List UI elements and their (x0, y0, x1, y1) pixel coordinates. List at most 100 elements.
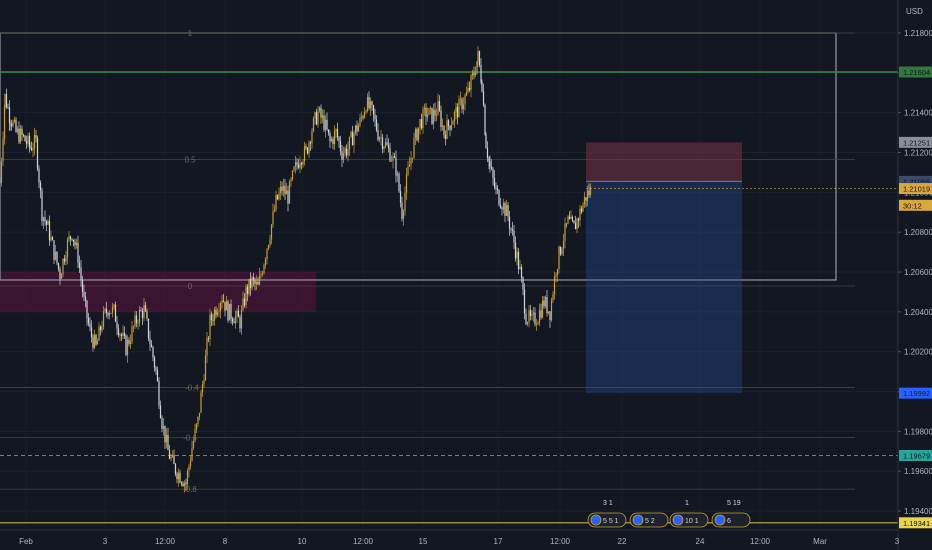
candle-body (550, 300, 553, 321)
candle-body (306, 147, 309, 154)
candle-body (564, 223, 566, 242)
candle-body (525, 313, 527, 325)
candle-body (240, 309, 243, 329)
candle-body (71, 238, 73, 240)
time-axis[interactable]: Feb 3 12:00 8 10 12:00 15 17 12:00 22 24 12:00 Mar 3 (0, 529, 900, 546)
candle-body (532, 312, 535, 315)
candle-body (74, 241, 76, 246)
event-marker[interactable]: 6 5 19 (711, 500, 751, 528)
price-badge (899, 175, 932, 187)
event-marker[interactable]: 10 1 1 (669, 500, 709, 528)
candle-body (330, 138, 333, 142)
candle-body (585, 197, 587, 201)
candle-body (39, 182, 42, 191)
candle-body (329, 133, 331, 142)
candle-body (129, 341, 132, 344)
candle-body (56, 251, 58, 264)
price-axis[interactable]: 1.218001.216001.214001.212001.210001.208… (897, 0, 932, 550)
drawings[interactable] (0, 32, 898, 524)
candle-body (555, 274, 557, 277)
candle-body (431, 107, 433, 124)
candle-body (0, 182, 1, 184)
candle-body (317, 111, 319, 125)
candle-body (198, 412, 201, 417)
candle-body (341, 151, 343, 160)
candle-body (267, 244, 270, 249)
candle-body (474, 73, 477, 76)
candle-body (30, 147, 33, 151)
candle-body (210, 314, 213, 320)
candle-body (356, 125, 358, 132)
price-badge-label: 1.21055 (903, 177, 930, 186)
candle-body (458, 99, 460, 118)
candle-body (222, 300, 225, 302)
candle-body (338, 137, 340, 142)
fib-label: -0.4 (185, 384, 199, 393)
candle-body (434, 109, 436, 116)
candle-body (300, 163, 303, 165)
candle-body (57, 263, 60, 269)
candle-body (177, 472, 180, 480)
candle-body (119, 334, 121, 336)
candle-body (258, 275, 261, 285)
candle-body (180, 482, 183, 484)
candle-body (444, 135, 447, 139)
candle-body (263, 264, 265, 274)
candle-body (140, 309, 142, 311)
candle-body (526, 322, 529, 325)
candle-body (398, 173, 400, 192)
candle-body (366, 96, 369, 112)
candle-body (279, 186, 282, 193)
candle-body (60, 274, 63, 279)
candle-body (183, 482, 186, 487)
candle-body (586, 190, 589, 201)
candle-body (93, 334, 96, 348)
candle-body (165, 434, 168, 443)
candle-body (308, 142, 310, 154)
candle-body (59, 268, 61, 279)
candle-body (10, 123, 13, 127)
candle-body (201, 384, 204, 393)
candle-body (221, 300, 223, 304)
candle-body (173, 455, 175, 464)
event-marker[interactable]: 5 2 (629, 512, 669, 528)
candle-body (490, 166, 493, 169)
candle-body (125, 335, 127, 356)
candle-body (28, 135, 31, 146)
candle-body (426, 114, 429, 118)
candle-body (50, 237, 52, 241)
candle-body (297, 164, 300, 168)
price-badge (899, 66, 932, 78)
candle-body (410, 158, 412, 165)
candle-body (435, 114, 438, 116)
candle-body (482, 91, 485, 105)
candle-body (260, 274, 262, 276)
candle-body (204, 355, 207, 381)
candle-body (32, 148, 34, 151)
candle-body (170, 456, 172, 459)
candle-body (12, 121, 14, 127)
candle-body (212, 319, 214, 321)
candle-body (465, 92, 468, 96)
candle-body (556, 269, 559, 275)
candle-body (362, 116, 364, 118)
event-marker[interactable]: 5 5 1 3 1 (587, 500, 627, 528)
candle-body (422, 109, 424, 129)
candle-body (168, 450, 171, 459)
candle-body (588, 190, 590, 195)
candle-body (269, 239, 271, 245)
candle-body (42, 217, 45, 222)
y-tick-label: 1.21200 (904, 149, 932, 158)
event-sublabel: 3 1 (603, 500, 613, 507)
candle-body (5, 93, 8, 108)
event-markers[interactable]: 5 5 1 3 1 5 2 10 1 1 6 5 19 (587, 500, 751, 528)
flag-icon (632, 514, 644, 526)
price-badge-label: 1.21604 (903, 68, 930, 77)
candle-body (152, 347, 154, 358)
candle-body (347, 149, 349, 156)
candle-body (305, 146, 307, 148)
candle-body (365, 111, 367, 113)
candle-body (80, 267, 82, 280)
